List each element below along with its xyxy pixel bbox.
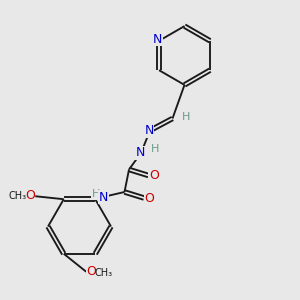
Text: H: H: [92, 189, 100, 199]
Text: N: N: [144, 124, 154, 137]
Text: O: O: [145, 191, 154, 205]
Text: O: O: [25, 189, 35, 203]
Text: H: H: [182, 112, 190, 122]
Text: O: O: [87, 265, 97, 278]
Text: N: N: [153, 33, 162, 46]
Text: H: H: [151, 144, 160, 154]
Text: N: N: [99, 190, 108, 204]
Text: O: O: [149, 169, 159, 182]
Text: N: N: [135, 146, 145, 160]
Text: CH₃: CH₃: [8, 191, 26, 201]
Text: CH₃: CH₃: [94, 268, 113, 278]
